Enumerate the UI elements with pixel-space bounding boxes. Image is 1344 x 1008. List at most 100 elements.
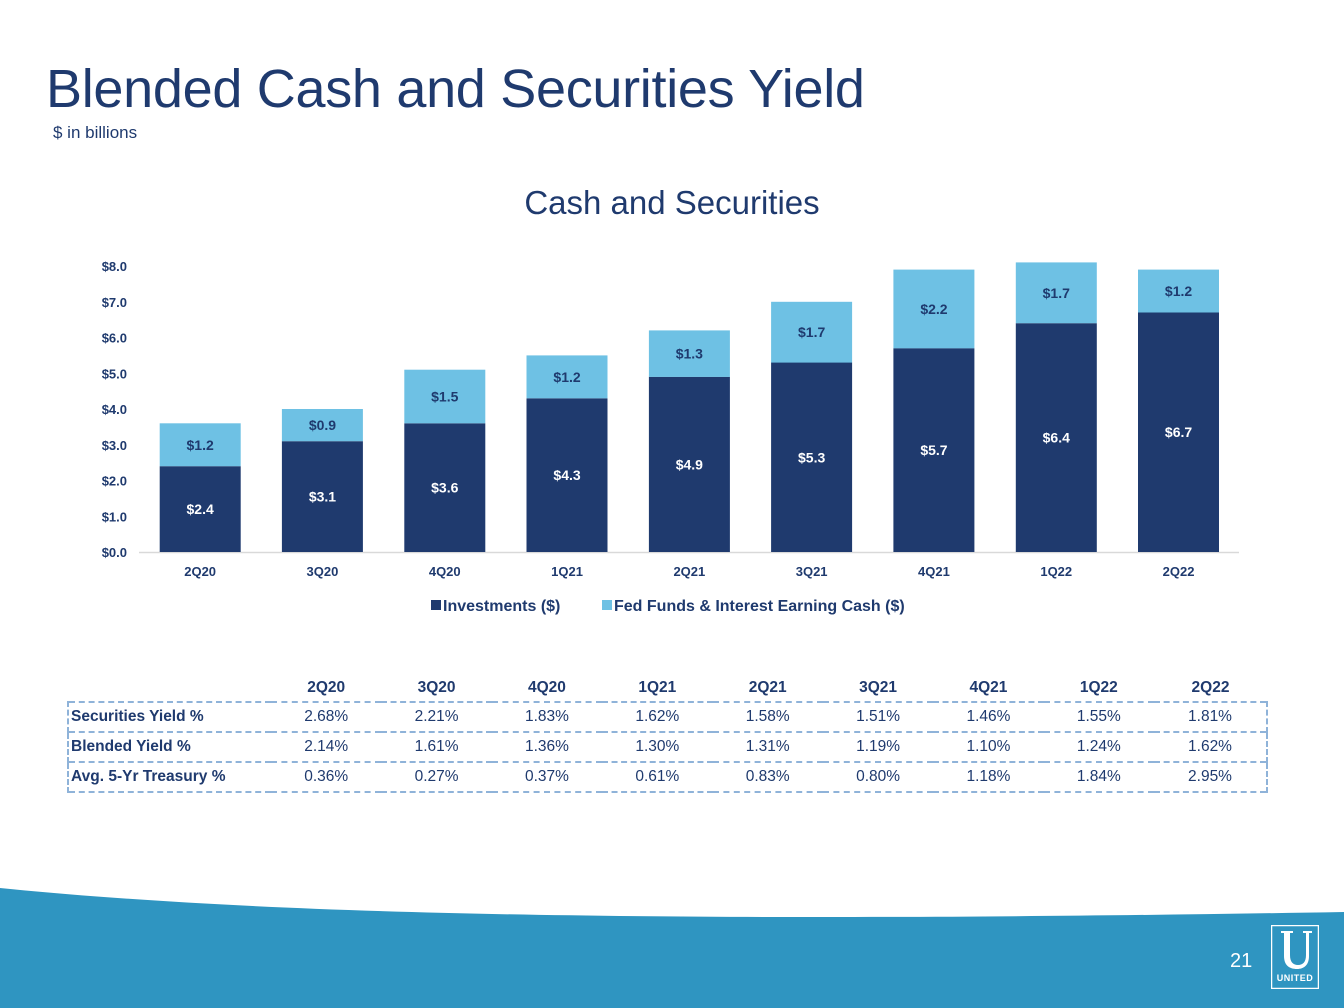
column-header: 3Q20 xyxy=(417,678,456,696)
page-subtitle: $ in billions xyxy=(53,123,138,142)
column-header: 1Q21 xyxy=(638,678,677,696)
legend-swatch-investments xyxy=(431,600,441,610)
table-cell: 1.62% xyxy=(635,708,680,725)
united-logo: UNITED xyxy=(1271,925,1319,989)
yield-table: 2Q20 3Q20 4Q20 1Q21 2Q21 3Q21 4Q21 1Q22 2Q22 Sec… xyxy=(67,674,1268,793)
table-cell: 2.68% xyxy=(304,708,349,725)
row-label: Blended Yield % xyxy=(67,732,271,762)
table-cell: 1.19% xyxy=(856,738,901,755)
bar-fed-funds-cash xyxy=(1015,262,1097,324)
table-cell: 1.31% xyxy=(745,738,790,755)
footer-wave xyxy=(0,888,1344,1008)
y-tick-label: $3.0 xyxy=(102,438,127,453)
table-cell: 1.83% xyxy=(524,708,569,725)
x-tick-label: 4Q20 xyxy=(429,564,461,579)
table-cell: 0.80% xyxy=(856,768,901,785)
cash-value-label: $0.9 xyxy=(309,417,336,433)
table-row: Securities Yield % 2.68% 2.21% 1.83% 1.62% 1.… xyxy=(67,702,1268,732)
x-tick-label: 2Q22 xyxy=(1163,564,1195,579)
cash-value-label: $1.2 xyxy=(553,369,580,385)
bar-fed-funds-cash xyxy=(771,301,853,363)
table-row: Blended Yield % 2.14% 1.61% 1.36% 1.30% 1.31%… xyxy=(67,732,1268,762)
bar-fed-funds-cash xyxy=(648,330,730,377)
bar-investments xyxy=(648,376,730,552)
column-header: 1Q22 xyxy=(1079,678,1118,696)
legend-swatch-cash xyxy=(602,600,612,610)
x-tick-label: 3Q20 xyxy=(307,564,339,579)
table-cell: 1.55% xyxy=(1076,708,1121,725)
bars: $2.4 $1.2 $3.1 $0.9 $3.6 $1.5 $4.3 $1.2 $4.9 $1.3… xyxy=(159,262,1219,552)
y-tick-label: $4.0 xyxy=(102,402,127,417)
y-tick-label: $8.0 xyxy=(102,259,127,274)
cash-value-label: $1.3 xyxy=(676,346,703,362)
table-cell: 1.84% xyxy=(1076,768,1121,785)
bar-fed-funds-cash xyxy=(281,409,363,442)
bar-investments xyxy=(159,466,241,552)
cash-value-label: $2.2 xyxy=(920,301,947,317)
table-cell: 2.14% xyxy=(304,738,349,755)
investments-value-label: $5.7 xyxy=(920,442,947,458)
bar-investments xyxy=(281,441,363,552)
stacked-bar-chart: Cash and Securities $0.0 $1.0 $2.0 $3.0 $4.0… xyxy=(102,184,1239,615)
y-axis: $0.0 $1.0 $2.0 $3.0 $4.0 $5.0 $6.0 $7.0 $8.0 xyxy=(102,259,127,560)
logo-wordmark: UNITED xyxy=(1276,973,1314,983)
table-cell: 0.27% xyxy=(414,768,459,785)
x-tick-label: 3Q21 xyxy=(796,564,828,579)
y-tick-label: $0.0 xyxy=(102,545,127,560)
chart-title: Cash and Securities xyxy=(524,184,819,221)
investments-value-label: $3.1 xyxy=(309,489,336,505)
table-cell: 0.37% xyxy=(524,768,569,785)
cash-value-label: $1.5 xyxy=(431,389,458,405)
bar-investments xyxy=(526,398,608,552)
legend-label-investments: Investments ($) xyxy=(443,598,560,615)
x-tick-label: 1Q21 xyxy=(551,564,583,579)
column-header: 4Q21 xyxy=(969,678,1008,696)
page-number: 21 xyxy=(1230,950,1253,972)
table-cell: 1.62% xyxy=(1154,732,1268,762)
x-tick-label: 2Q20 xyxy=(184,564,216,579)
bar-investments xyxy=(1015,323,1097,552)
x-tick-label: 1Q22 xyxy=(1040,564,1072,579)
legend-label-cash: Fed Funds & Interest Earning Cash ($) xyxy=(614,598,905,615)
table-cell: 1.46% xyxy=(966,708,1011,725)
investments-value-label: $5.3 xyxy=(798,449,825,465)
table-cell: 1.51% xyxy=(856,708,901,725)
table-cell: 0.61% xyxy=(635,768,680,785)
table-cell: 0.83% xyxy=(745,768,790,785)
y-tick-label: $5.0 xyxy=(102,366,127,381)
cash-value-label: $1.7 xyxy=(1043,285,1070,301)
investments-value-label: $6.7 xyxy=(1165,424,1192,440)
bar-fed-funds-cash xyxy=(1138,269,1219,313)
table-cell: 1.61% xyxy=(414,738,459,755)
table-cell: 1.58% xyxy=(745,708,790,725)
table-cell: 1.30% xyxy=(635,738,680,755)
y-tick-label: $6.0 xyxy=(102,331,127,346)
x-axis: 2Q20 3Q20 4Q20 1Q21 2Q21 3Q21 4Q21 1Q22 2Q22 xyxy=(184,564,1194,579)
y-tick-label: $2.0 xyxy=(102,474,127,489)
bar-fed-funds-cash xyxy=(893,269,975,349)
table-cell: 2.21% xyxy=(414,708,459,725)
x-tick-label: 4Q21 xyxy=(918,564,950,579)
row-label: Securities Yield % xyxy=(67,702,271,732)
investments-value-label: $4.3 xyxy=(553,467,580,483)
column-header: 4Q20 xyxy=(527,678,566,696)
table-row: Avg. 5-Yr Treasury % 0.36% 0.27% 0.37% 0.61%… xyxy=(67,762,1268,792)
cash-value-label: $1.2 xyxy=(1165,283,1192,299)
bar-fed-funds-cash xyxy=(526,355,608,399)
table-cell: 1.81% xyxy=(1154,702,1268,732)
bar-investments xyxy=(404,423,486,552)
table-cell: 1.36% xyxy=(524,738,569,755)
bar-investments xyxy=(771,362,853,552)
y-tick-label: $1.0 xyxy=(102,509,127,524)
table-cell: 1.18% xyxy=(966,768,1011,785)
cash-value-label: $1.2 xyxy=(187,437,214,453)
y-tick-label: $7.0 xyxy=(102,295,127,310)
chart-legend: Investments ($) Fed Funds & Interest Earn… xyxy=(431,598,905,615)
column-header: 2Q20 xyxy=(307,678,346,696)
yield-table-header: 2Q20 3Q20 4Q20 1Q21 2Q21 3Q21 4Q21 1Q22 2Q22 xyxy=(68,674,1267,702)
table-cell: 1.24% xyxy=(1076,738,1121,755)
investments-value-label: $4.9 xyxy=(676,456,703,472)
column-header: 2Q22 xyxy=(1191,678,1230,696)
column-header: 2Q21 xyxy=(748,678,787,696)
cash-value-label: $1.7 xyxy=(798,324,825,340)
